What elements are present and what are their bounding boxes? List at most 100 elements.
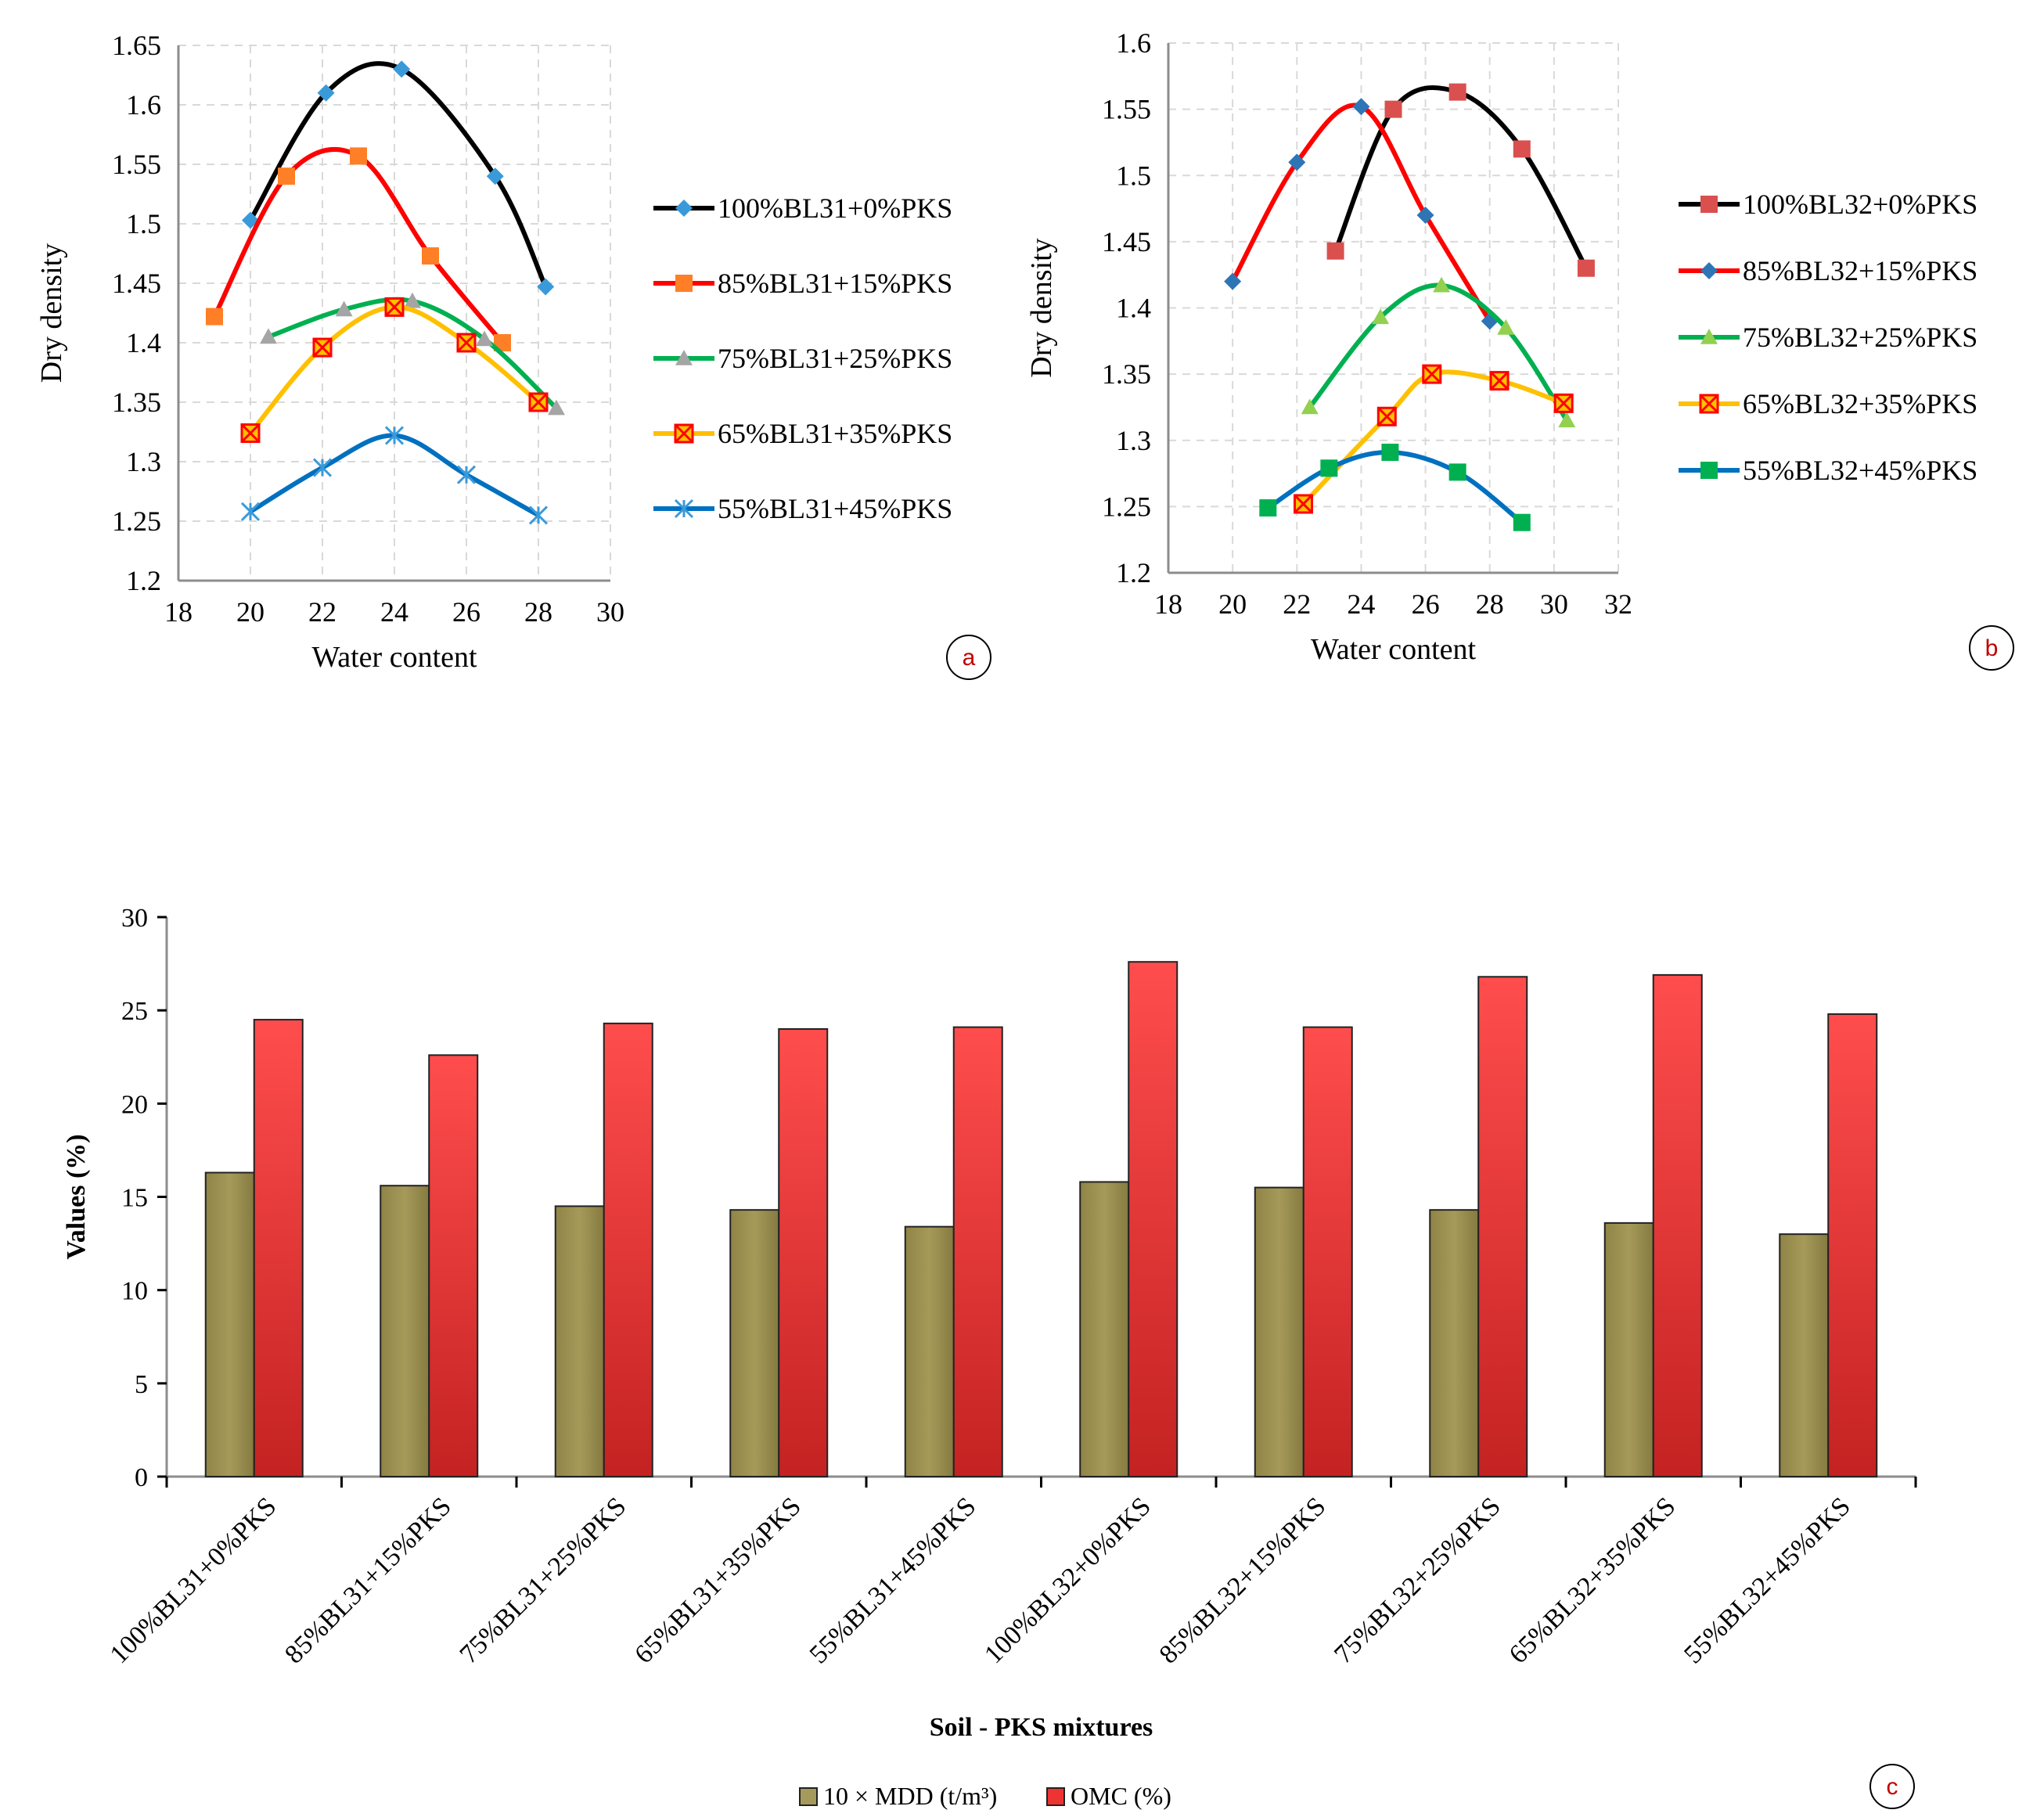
x-tick-label: 28 — [524, 596, 552, 628]
y-tick-label: 1.5 — [1116, 160, 1151, 191]
panel-letter-circle — [1969, 625, 2014, 671]
marker-cross — [1489, 371, 1510, 390]
bar-omc — [1652, 973, 1703, 1477]
data-point — [1497, 318, 1515, 335]
x-tick-label: 24 — [1347, 588, 1375, 620]
data-point — [350, 147, 367, 165]
panel-letter-circle — [1869, 1764, 1915, 1809]
bar-omc — [778, 1028, 829, 1477]
x-category-label: 55%BL32+45%PKS — [1679, 1491, 1856, 1669]
x-axis-title: Water content — [311, 641, 477, 674]
panel-a-line-chart: 1.2 1.25 1.3 1.35 1.4 1.45 1.5 1.55 1.6 1.65 18 20 2… — [35, 30, 991, 680]
x-tick-label: 18 — [1154, 588, 1182, 620]
bar-mdd — [204, 1171, 255, 1478]
marker-cross — [1422, 365, 1441, 384]
bar-omc — [1302, 1026, 1353, 1478]
data-point — [528, 506, 549, 525]
bar-omc — [1128, 961, 1179, 1477]
y-tick-label: 1.3 — [1116, 425, 1151, 456]
x-tick-label: 28 — [1476, 588, 1504, 620]
legend-marker — [1700, 462, 1718, 479]
bar-mdd — [1603, 1222, 1654, 1478]
panel-letter: c — [1887, 1774, 1898, 1800]
bar-mdd — [1254, 1186, 1304, 1478]
legend-label: 85%BL31+15%PKS — [718, 268, 952, 299]
x-tick-label: 30 — [596, 596, 624, 628]
panel-letter: b — [1985, 635, 1999, 661]
y-tick-label: 5 — [135, 1370, 148, 1399]
data-point — [384, 426, 405, 445]
legend-marker — [1700, 329, 1718, 344]
data-point — [1381, 443, 1399, 461]
y-tick-label: 1.35 — [112, 387, 161, 418]
x-category-label: 75%BL32+25%PKS — [1329, 1491, 1506, 1669]
data-point — [1558, 412, 1576, 428]
series-55%BL31+45%PKS — [240, 426, 549, 525]
data-point — [335, 300, 353, 317]
x-tick-label: 26 — [1412, 588, 1440, 620]
data-point — [1384, 100, 1402, 118]
y-tick-label: 25 — [121, 997, 148, 1026]
legend-marker — [675, 350, 693, 365]
bar-mdd — [904, 1225, 955, 1477]
legend-label: OMC (%) — [1071, 1782, 1171, 1810]
marker-cross — [312, 338, 333, 358]
marker-cross — [384, 297, 405, 317]
bar-mdd — [1429, 1209, 1480, 1478]
bar-mdd — [1779, 1233, 1830, 1477]
data-point — [240, 423, 261, 444]
series-55%BL32+45%PKS — [1259, 443, 1531, 531]
legend-label: 55%BL31+45%PKS — [718, 493, 952, 524]
series-65%BL32+35%PKS — [1294, 364, 1574, 514]
y-tick-label: 1.25 — [1102, 491, 1151, 522]
data-point — [404, 292, 421, 308]
data-point — [476, 330, 493, 347]
legend-label: 75%BL31+25%PKS — [718, 343, 952, 374]
data-point — [1513, 513, 1531, 531]
y-tick-label: 1.55 — [112, 149, 161, 180]
bar-omc — [603, 1022, 653, 1477]
x-tick-label: 22 — [308, 596, 336, 628]
data-point — [456, 465, 477, 484]
y-axis-title: Values (%) — [62, 1134, 91, 1259]
data-point — [486, 167, 504, 185]
y-tick-label: 1.3 — [126, 446, 161, 477]
bar-mdd — [729, 1209, 780, 1478]
marker-cross — [674, 423, 694, 444]
y-tick-label: 1.2 — [1116, 557, 1151, 588]
series-line — [212, 147, 505, 344]
data-point — [278, 167, 295, 185]
data-point — [1326, 242, 1344, 260]
y-axis-title: Dry density — [1025, 238, 1058, 377]
series-line — [267, 297, 559, 410]
legend-marker — [1700, 262, 1718, 279]
legend-marker — [1700, 196, 1718, 213]
data-point — [1320, 459, 1338, 477]
y-tick-label: 15 — [121, 1184, 148, 1213]
data-point — [1224, 272, 1242, 290]
marker-cross — [1554, 394, 1574, 413]
data-point — [1422, 364, 1442, 384]
legend-swatch — [1046, 1787, 1065, 1806]
x-category-label: 100%BL32+0%PKS — [979, 1491, 1157, 1669]
marker-cross — [528, 392, 549, 412]
y-axis-title: Dry density — [35, 243, 68, 383]
legend-label: 100%BL31+0%PKS — [718, 192, 952, 224]
marker-cross — [240, 423, 261, 443]
data-point — [260, 328, 277, 344]
legend-marker — [1699, 394, 1719, 414]
legend-label: 65%BL32+35%PKS — [1743, 388, 1977, 419]
panel-b-line-chart: 1.2 1.25 1.3 1.35 1.4 1.45 1.5 1.55 1.6 18 20 22 24 2… — [1025, 27, 2014, 671]
y-tick-label: 1.25 — [112, 506, 161, 537]
data-point — [1513, 140, 1531, 158]
marker-cross — [1377, 407, 1397, 426]
x-tick-label: 24 — [380, 596, 408, 628]
x-tick-label: 30 — [1540, 588, 1568, 620]
y-tick-label: 1.2 — [126, 565, 161, 596]
y-tick-label: 1.4 — [126, 327, 161, 358]
data-point — [1376, 406, 1397, 426]
marker-cross — [1699, 394, 1719, 414]
data-point — [1259, 499, 1277, 517]
y-tick-label: 1.55 — [1102, 94, 1151, 125]
y-tick-label: 0 — [135, 1463, 148, 1492]
